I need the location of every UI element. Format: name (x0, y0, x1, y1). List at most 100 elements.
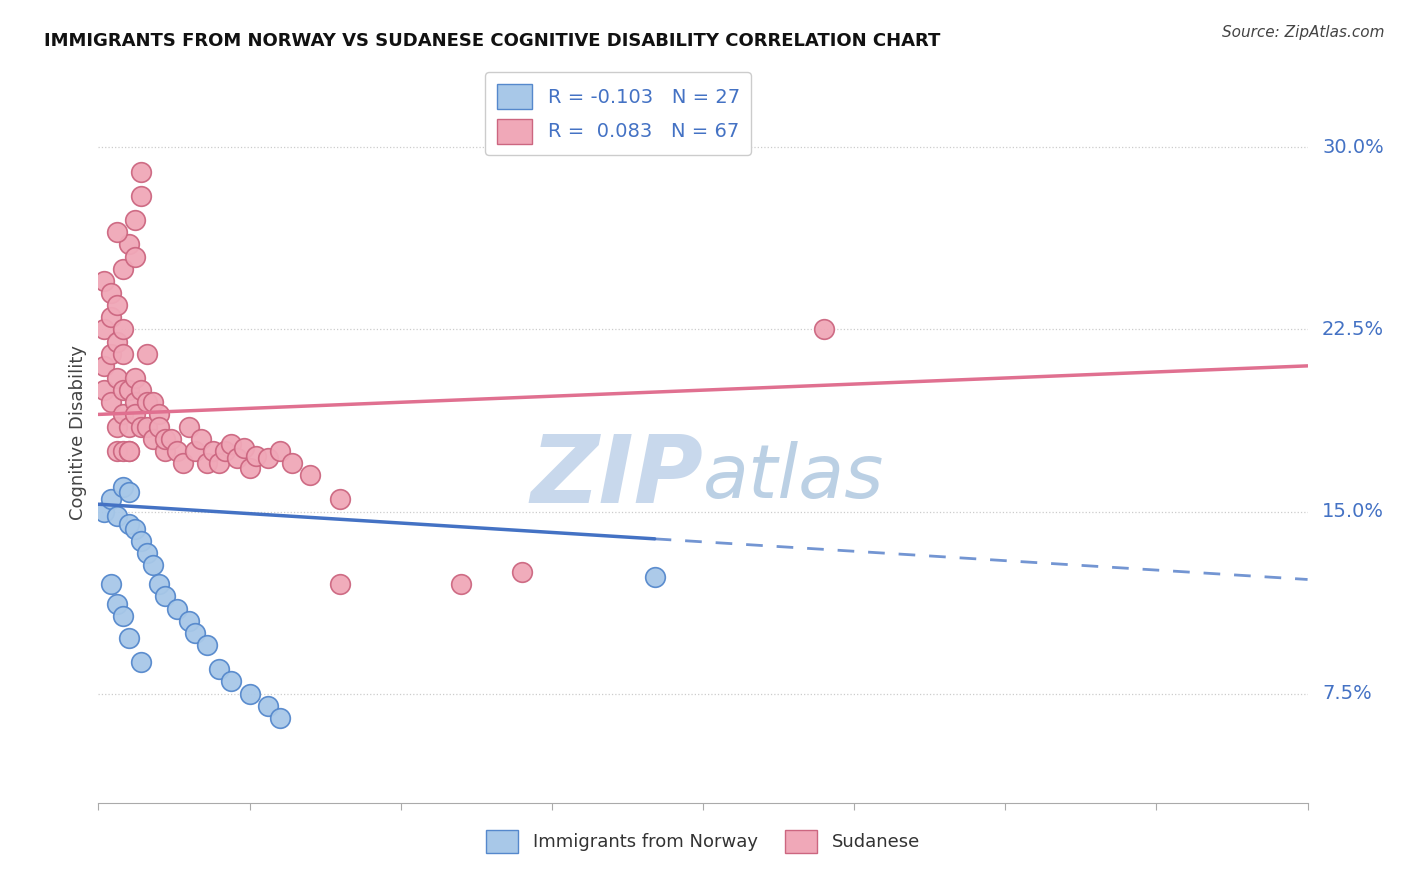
Point (221, 674, 243, 689)
Point (129, 383, 152, 397)
Point (135, 347, 157, 361)
Point (129, 655, 152, 669)
Point (100, 310, 122, 325)
Text: 7.5%: 7.5% (1322, 684, 1372, 703)
Point (111, 347, 134, 361)
Point (118, 443, 141, 458)
Point (153, 443, 176, 458)
Point (813, 322, 835, 336)
Point (100, 577, 122, 591)
Point (160, 432, 183, 446)
Point (510, 565, 533, 579)
Legend: Immigrants from Norway, Sudanese: Immigrants from Norway, Sudanese (478, 822, 928, 861)
Point (195, 638, 218, 652)
Point (299, 468, 322, 483)
Point (269, 711, 291, 725)
Text: 30.0%: 30.0% (1322, 138, 1384, 157)
Point (93, 274, 115, 288)
Point (195, 456, 218, 470)
Point (135, 395, 157, 409)
Point (105, 597, 128, 611)
Point (111, 480, 134, 494)
Point (129, 419, 152, 434)
Point (105, 509, 128, 524)
Point (239, 460, 262, 475)
Point (105, 419, 128, 434)
Point (221, 436, 243, 450)
Point (111, 261, 134, 276)
Point (111, 443, 134, 458)
Point (129, 189, 152, 203)
Point (124, 250, 146, 264)
Point (124, 371, 146, 385)
Text: 22.5%: 22.5% (1322, 320, 1385, 339)
Point (118, 516, 141, 531)
Point (118, 443, 141, 458)
Point (245, 449, 267, 463)
Point (232, 442, 254, 456)
Point (142, 558, 165, 572)
Point (226, 451, 249, 466)
Point (105, 334, 128, 349)
Point (135, 546, 157, 560)
Point (118, 419, 141, 434)
Point (239, 687, 262, 701)
Point (202, 443, 225, 458)
Point (118, 631, 141, 645)
Point (179, 419, 201, 434)
Point (153, 432, 176, 446)
Text: IMMIGRANTS FROM NORWAY VS SUDANESE COGNITIVE DISABILITY CORRELATION CHART: IMMIGRANTS FROM NORWAY VS SUDANESE COGNI… (44, 32, 941, 50)
Point (118, 485, 141, 500)
Point (208, 456, 231, 470)
Text: Source: ZipAtlas.com: Source: ZipAtlas.com (1222, 25, 1385, 40)
Point (111, 608, 134, 623)
Point (100, 347, 122, 361)
Point (184, 626, 207, 640)
Point (184, 443, 207, 458)
Point (153, 590, 176, 604)
Point (256, 451, 278, 466)
Point (124, 408, 146, 422)
Point (214, 443, 236, 458)
Point (129, 533, 152, 548)
Point (148, 419, 170, 434)
Point (329, 577, 352, 591)
Point (329, 492, 352, 507)
Point (450, 577, 472, 591)
Point (148, 577, 170, 591)
Point (105, 443, 128, 458)
Point (93, 383, 115, 397)
Point (118, 237, 141, 252)
Point (208, 662, 231, 676)
Point (111, 408, 134, 422)
Point (166, 443, 188, 458)
Point (111, 383, 134, 397)
Point (100, 286, 122, 301)
Point (105, 298, 128, 312)
Point (124, 521, 146, 535)
Point (256, 698, 278, 713)
Point (190, 432, 212, 446)
Point (269, 443, 291, 458)
Point (100, 492, 122, 507)
Point (179, 614, 201, 628)
Point (172, 456, 194, 470)
Point (93, 359, 115, 373)
Point (124, 395, 146, 409)
Point (124, 213, 146, 227)
Point (93, 322, 115, 336)
Point (166, 601, 188, 615)
Y-axis label: Cognitive Disability: Cognitive Disability (69, 345, 87, 520)
Point (93, 504, 115, 518)
Text: ZIP: ZIP (530, 431, 703, 523)
Point (105, 225, 128, 239)
Point (142, 395, 165, 409)
Point (281, 456, 304, 470)
Point (118, 383, 141, 397)
Point (135, 419, 157, 434)
Point (148, 408, 170, 422)
Point (105, 371, 128, 385)
Text: atlas: atlas (703, 441, 884, 513)
Point (129, 164, 152, 178)
Point (644, 570, 666, 584)
